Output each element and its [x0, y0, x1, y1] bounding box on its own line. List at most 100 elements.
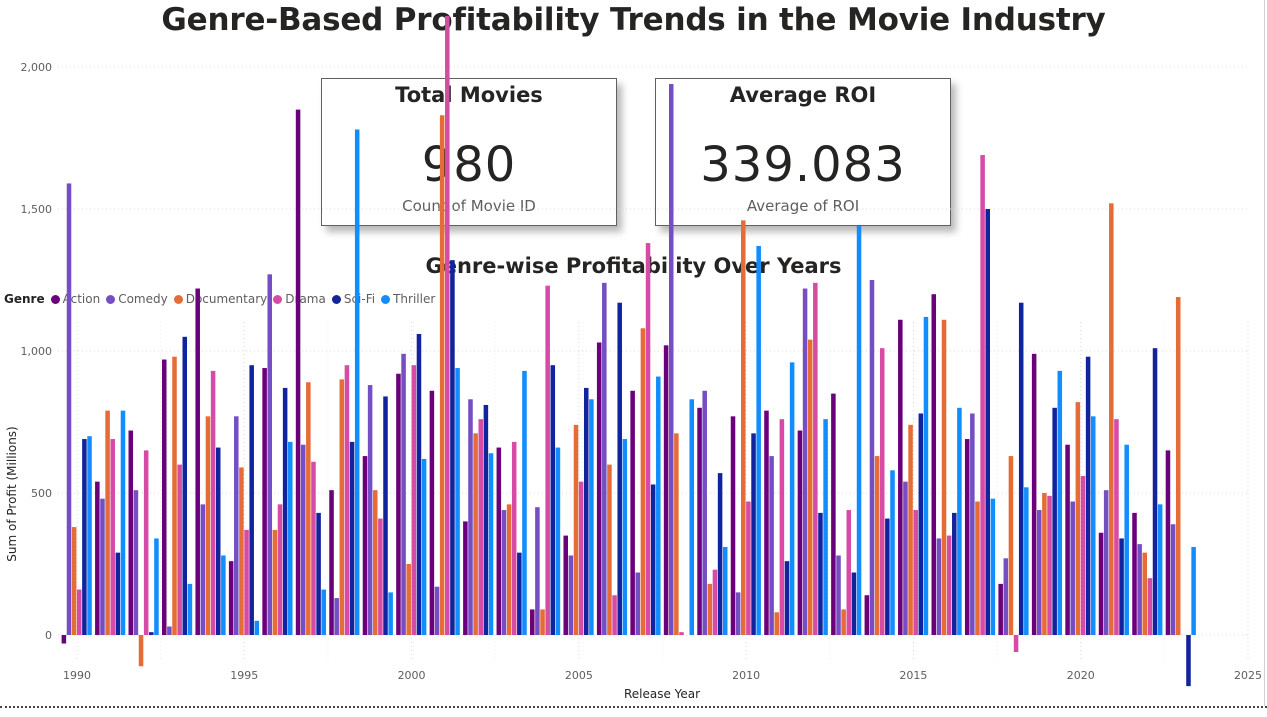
bar-thriller-2012[interactable]	[823, 419, 828, 635]
bar-comedy-2023[interactable]	[1170, 524, 1176, 635]
bar-thriller-1994[interactable]	[221, 555, 226, 635]
bar-sci-fi-2023[interactable]	[1186, 635, 1191, 687]
bar-comedy-2003[interactable]	[501, 510, 507, 635]
bar-action-2010[interactable]	[730, 416, 736, 635]
bar-comedy-2009[interactable]	[702, 390, 707, 635]
bar-sci-fi-2022[interactable]	[1152, 348, 1158, 635]
bar-action-1991[interactable]	[95, 481, 100, 635]
bar-action-2011[interactable]	[764, 410, 769, 635]
bar-sci-fi-1992[interactable]	[149, 632, 154, 635]
bar-action-1995[interactable]	[228, 561, 234, 635]
bar-thriller-2000[interactable]	[421, 458, 427, 635]
bar-drama-1996[interactable]	[277, 504, 283, 635]
bar-sci-fi-2021[interactable]	[1119, 538, 1124, 635]
bar-documentary-2003[interactable]	[506, 504, 512, 635]
bar-documentary-1997[interactable]	[306, 382, 311, 635]
bar-action-2016[interactable]	[931, 294, 937, 635]
total-movies-card[interactable]: Total Movies 980 Count of Movie ID	[321, 78, 617, 226]
bar-action-2017[interactable]	[964, 439, 970, 635]
bar-documentary-2011[interactable]	[774, 612, 779, 635]
bar-comedy-2002[interactable]	[468, 399, 473, 635]
bar-sci-fi-1995[interactable]	[249, 365, 254, 635]
bar-comedy-1996[interactable]	[267, 274, 273, 635]
bar-sci-fi-2020[interactable]	[1085, 356, 1091, 635]
bar-action-2012[interactable]	[797, 430, 803, 635]
bar-drama-2019[interactable]	[1047, 495, 1052, 635]
bar-comedy-2000[interactable]	[401, 353, 406, 635]
bar-sci-fi-1999[interactable]	[383, 396, 388, 635]
bar-sci-fi-2009[interactable]	[717, 473, 723, 635]
bar-sci-fi-2014[interactable]	[885, 518, 890, 635]
bar-drama-2014[interactable]	[879, 348, 885, 635]
bar-sci-fi-1994[interactable]	[215, 447, 221, 635]
bar-documentary-2006[interactable]	[607, 464, 612, 635]
bar-thriller-2007[interactable]	[656, 376, 661, 635]
bar-drama-2005[interactable]	[578, 481, 584, 635]
bar-sci-fi-2007[interactable]	[650, 484, 656, 635]
bar-action-1997[interactable]	[295, 109, 301, 636]
bar-comedy-2013[interactable]	[836, 555, 841, 635]
bar-drama-1995[interactable]	[244, 529, 249, 635]
bar-drama-1999[interactable]	[378, 518, 383, 635]
bar-thriller-2016[interactable]	[957, 407, 962, 635]
bar-drama-2020[interactable]	[1080, 475, 1086, 635]
bar-drama-2011[interactable]	[779, 419, 785, 635]
bar-drama-1991[interactable]	[110, 439, 115, 635]
bar-thriller-2009[interactable]	[722, 546, 728, 635]
bar-sci-fi-2015[interactable]	[918, 413, 924, 635]
average-roi-card[interactable]: Average ROI 339.083 Average of ROI	[655, 78, 951, 226]
legend-item-action[interactable]: Action	[50, 292, 100, 306]
bar-comedy-2001[interactable]	[434, 586, 440, 635]
bar-thriller-2014[interactable]	[890, 470, 895, 635]
bar-thriller-2017[interactable]	[990, 498, 996, 635]
bar-drama-2008[interactable]	[679, 632, 684, 635]
bar-drama-1997[interactable]	[311, 461, 316, 635]
bar-comedy-2011[interactable]	[769, 456, 774, 635]
bar-thriller-2020[interactable]	[1090, 416, 1096, 635]
bar-sci-fi-2017[interactable]	[985, 209, 990, 635]
bar-sci-fi-2002[interactable]	[483, 404, 489, 635]
bar-action-2015[interactable]	[898, 319, 903, 635]
bar-thriller-1995[interactable]	[254, 620, 260, 635]
bar-comedy-2019[interactable]	[1037, 510, 1042, 635]
bar-documentary-2023[interactable]	[1175, 297, 1181, 635]
bar-documentary-2016[interactable]	[941, 319, 947, 635]
bar-documentary-2014[interactable]	[874, 456, 880, 635]
bar-documentary-1999[interactable]	[372, 490, 378, 635]
bar-documentary-2005[interactable]	[573, 424, 579, 635]
bar-action-1994[interactable]	[195, 288, 200, 635]
legend-item-drama[interactable]: Drama	[273, 292, 326, 306]
bar-comedy-2014[interactable]	[869, 280, 875, 635]
bar-sci-fi-2001[interactable]	[450, 260, 455, 635]
bar-drama-1998[interactable]	[344, 365, 350, 635]
bar-sci-fi-1998[interactable]	[349, 441, 355, 635]
bar-documentary-2000[interactable]	[406, 564, 411, 635]
bar-documentary-2010[interactable]	[741, 220, 746, 636]
bar-comedy-1997[interactable]	[300, 444, 306, 635]
bar-drama-2004[interactable]	[545, 285, 550, 635]
bar-documentary-2018[interactable]	[1008, 456, 1014, 635]
bar-comedy-2005[interactable]	[568, 555, 574, 635]
bar-comedy-1995[interactable]	[234, 416, 239, 635]
bar-thriller-1996[interactable]	[288, 441, 293, 635]
bar-drama-1992[interactable]	[143, 450, 149, 635]
bar-documentary-2012[interactable]	[807, 339, 813, 635]
bar-documentary-2022[interactable]	[1142, 552, 1148, 635]
bar-drama-2003[interactable]	[511, 441, 517, 635]
bar-drama-2017[interactable]	[980, 155, 985, 636]
bar-documentary-2004[interactable]	[540, 609, 545, 635]
bar-documentary-2001[interactable]	[439, 115, 445, 635]
bar-documentary-1990[interactable]	[71, 527, 77, 635]
bar-thriller-2015[interactable]	[923, 316, 929, 635]
bar-sci-fi-2003[interactable]	[517, 552, 522, 635]
bar-documentary-1994[interactable]	[205, 416, 211, 635]
bar-sci-fi-2011[interactable]	[784, 561, 790, 635]
bar-documentary-1995[interactable]	[239, 467, 244, 635]
bar-action-1996[interactable]	[262, 368, 267, 635]
bar-action-2007[interactable]	[630, 390, 635, 635]
bar-thriller-2023[interactable]	[1191, 546, 1196, 635]
bar-action-2002[interactable]	[463, 521, 468, 635]
bar-thriller-1993[interactable]	[187, 583, 193, 635]
bar-thriller-2001[interactable]	[455, 368, 460, 635]
legend-item-comedy[interactable]: Comedy	[106, 292, 168, 306]
